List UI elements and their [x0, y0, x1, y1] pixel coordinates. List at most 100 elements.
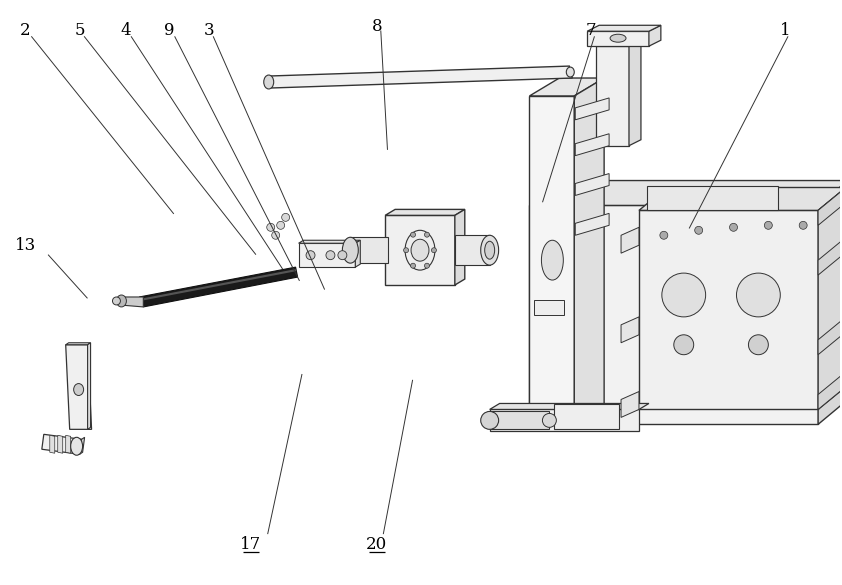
Polygon shape — [139, 267, 297, 307]
Polygon shape — [629, 40, 641, 146]
Polygon shape — [639, 188, 842, 211]
Text: 8: 8 — [372, 18, 383, 35]
Polygon shape — [350, 238, 388, 263]
Circle shape — [403, 247, 408, 253]
Polygon shape — [587, 25, 661, 31]
Circle shape — [431, 247, 436, 253]
Circle shape — [424, 232, 429, 237]
Polygon shape — [455, 235, 490, 265]
Circle shape — [411, 263, 415, 268]
Polygon shape — [818, 188, 842, 410]
Circle shape — [338, 251, 347, 260]
Ellipse shape — [405, 230, 435, 270]
Polygon shape — [574, 78, 604, 424]
Polygon shape — [647, 185, 778, 211]
Polygon shape — [621, 228, 639, 253]
Ellipse shape — [567, 67, 574, 77]
Text: 13: 13 — [15, 238, 36, 254]
Text: 3: 3 — [204, 22, 215, 39]
Polygon shape — [649, 25, 661, 46]
Circle shape — [326, 251, 335, 260]
Ellipse shape — [73, 384, 83, 395]
Polygon shape — [58, 435, 62, 453]
Polygon shape — [80, 438, 84, 454]
Polygon shape — [818, 238, 842, 275]
Polygon shape — [269, 66, 573, 88]
Polygon shape — [66, 345, 92, 429]
Circle shape — [282, 214, 290, 221]
Ellipse shape — [113, 297, 120, 305]
Ellipse shape — [264, 75, 274, 89]
Circle shape — [272, 231, 280, 239]
Polygon shape — [575, 98, 609, 120]
Polygon shape — [639, 211, 818, 410]
Ellipse shape — [71, 438, 83, 455]
Text: 5: 5 — [75, 22, 85, 39]
Circle shape — [424, 263, 429, 268]
Text: 2: 2 — [20, 22, 31, 39]
Text: 4: 4 — [120, 22, 131, 39]
Polygon shape — [575, 134, 609, 156]
Polygon shape — [530, 205, 818, 424]
Circle shape — [277, 221, 285, 229]
Text: 9: 9 — [164, 22, 175, 39]
Polygon shape — [530, 78, 604, 96]
Ellipse shape — [610, 35, 626, 42]
Polygon shape — [554, 404, 619, 429]
Ellipse shape — [481, 235, 498, 265]
Polygon shape — [355, 240, 360, 267]
Polygon shape — [818, 371, 842, 410]
Circle shape — [306, 251, 315, 260]
Polygon shape — [139, 269, 296, 301]
Circle shape — [662, 273, 706, 317]
Circle shape — [799, 221, 807, 229]
Polygon shape — [530, 181, 842, 205]
Circle shape — [737, 273, 781, 317]
Polygon shape — [385, 215, 455, 285]
Ellipse shape — [481, 411, 498, 429]
Circle shape — [674, 335, 694, 355]
Polygon shape — [42, 434, 82, 454]
Polygon shape — [535, 300, 564, 315]
Circle shape — [695, 226, 703, 234]
Polygon shape — [490, 404, 649, 410]
Text: 7: 7 — [586, 22, 596, 39]
Text: 17: 17 — [240, 535, 262, 552]
Polygon shape — [818, 317, 842, 355]
Polygon shape — [621, 317, 639, 343]
Circle shape — [749, 335, 769, 355]
Polygon shape — [66, 343, 91, 345]
Circle shape — [729, 223, 738, 231]
Ellipse shape — [343, 238, 359, 263]
Ellipse shape — [541, 240, 563, 280]
Polygon shape — [818, 181, 842, 424]
Polygon shape — [120, 297, 143, 307]
Polygon shape — [88, 343, 91, 429]
Polygon shape — [596, 40, 641, 46]
Ellipse shape — [542, 414, 557, 428]
Polygon shape — [575, 214, 609, 235]
Ellipse shape — [485, 241, 494, 259]
Polygon shape — [587, 31, 649, 46]
Circle shape — [660, 231, 668, 239]
Polygon shape — [490, 411, 549, 429]
Ellipse shape — [116, 295, 126, 307]
Text: 1: 1 — [781, 22, 791, 39]
Polygon shape — [455, 209, 465, 285]
Polygon shape — [490, 410, 639, 431]
Polygon shape — [50, 435, 55, 453]
Polygon shape — [299, 240, 360, 243]
Polygon shape — [575, 174, 609, 195]
Ellipse shape — [411, 239, 429, 261]
Polygon shape — [385, 209, 465, 215]
Polygon shape — [66, 435, 71, 453]
Text: 20: 20 — [366, 535, 387, 552]
Polygon shape — [818, 188, 842, 225]
Polygon shape — [596, 46, 629, 146]
Circle shape — [765, 221, 772, 229]
Polygon shape — [530, 96, 574, 424]
Circle shape — [411, 232, 415, 237]
Polygon shape — [621, 391, 639, 418]
Circle shape — [267, 223, 274, 231]
Polygon shape — [299, 243, 355, 267]
